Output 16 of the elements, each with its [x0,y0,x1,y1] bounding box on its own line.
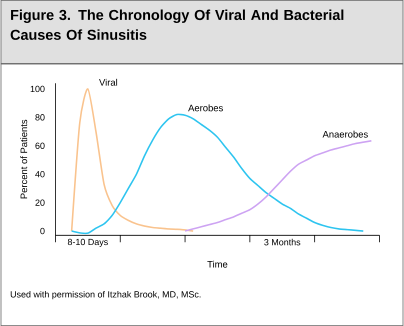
x-tick-label: 8-10 Days [68,238,108,247]
y-tick-label: 40 [35,171,45,178]
y-tick-label: 20 [35,199,45,206]
y-tick-label: 60 [35,142,45,149]
series-label: Aerobes [188,104,223,112]
chart-title: Figure 3. The Chronology Of Viral And Bacterial Causes Of Sinusitis [10,9,344,40]
series-label: Viral [99,78,118,86]
y-tick-label: 80 [35,114,45,121]
x-tick-label: 3 Months [264,238,300,246]
y-tick-label: 100 [30,86,45,92]
text: Used with permission of Itzhak Brook, MD, MSc. [10,290,201,300]
y-tick-label: 0 [40,228,45,234]
x-axis-title: Time [207,260,228,268]
y-axis-title: Percent of Patients [20,120,28,198]
line-series [184,140,372,232]
series-label: Anaerobes [322,130,368,138]
